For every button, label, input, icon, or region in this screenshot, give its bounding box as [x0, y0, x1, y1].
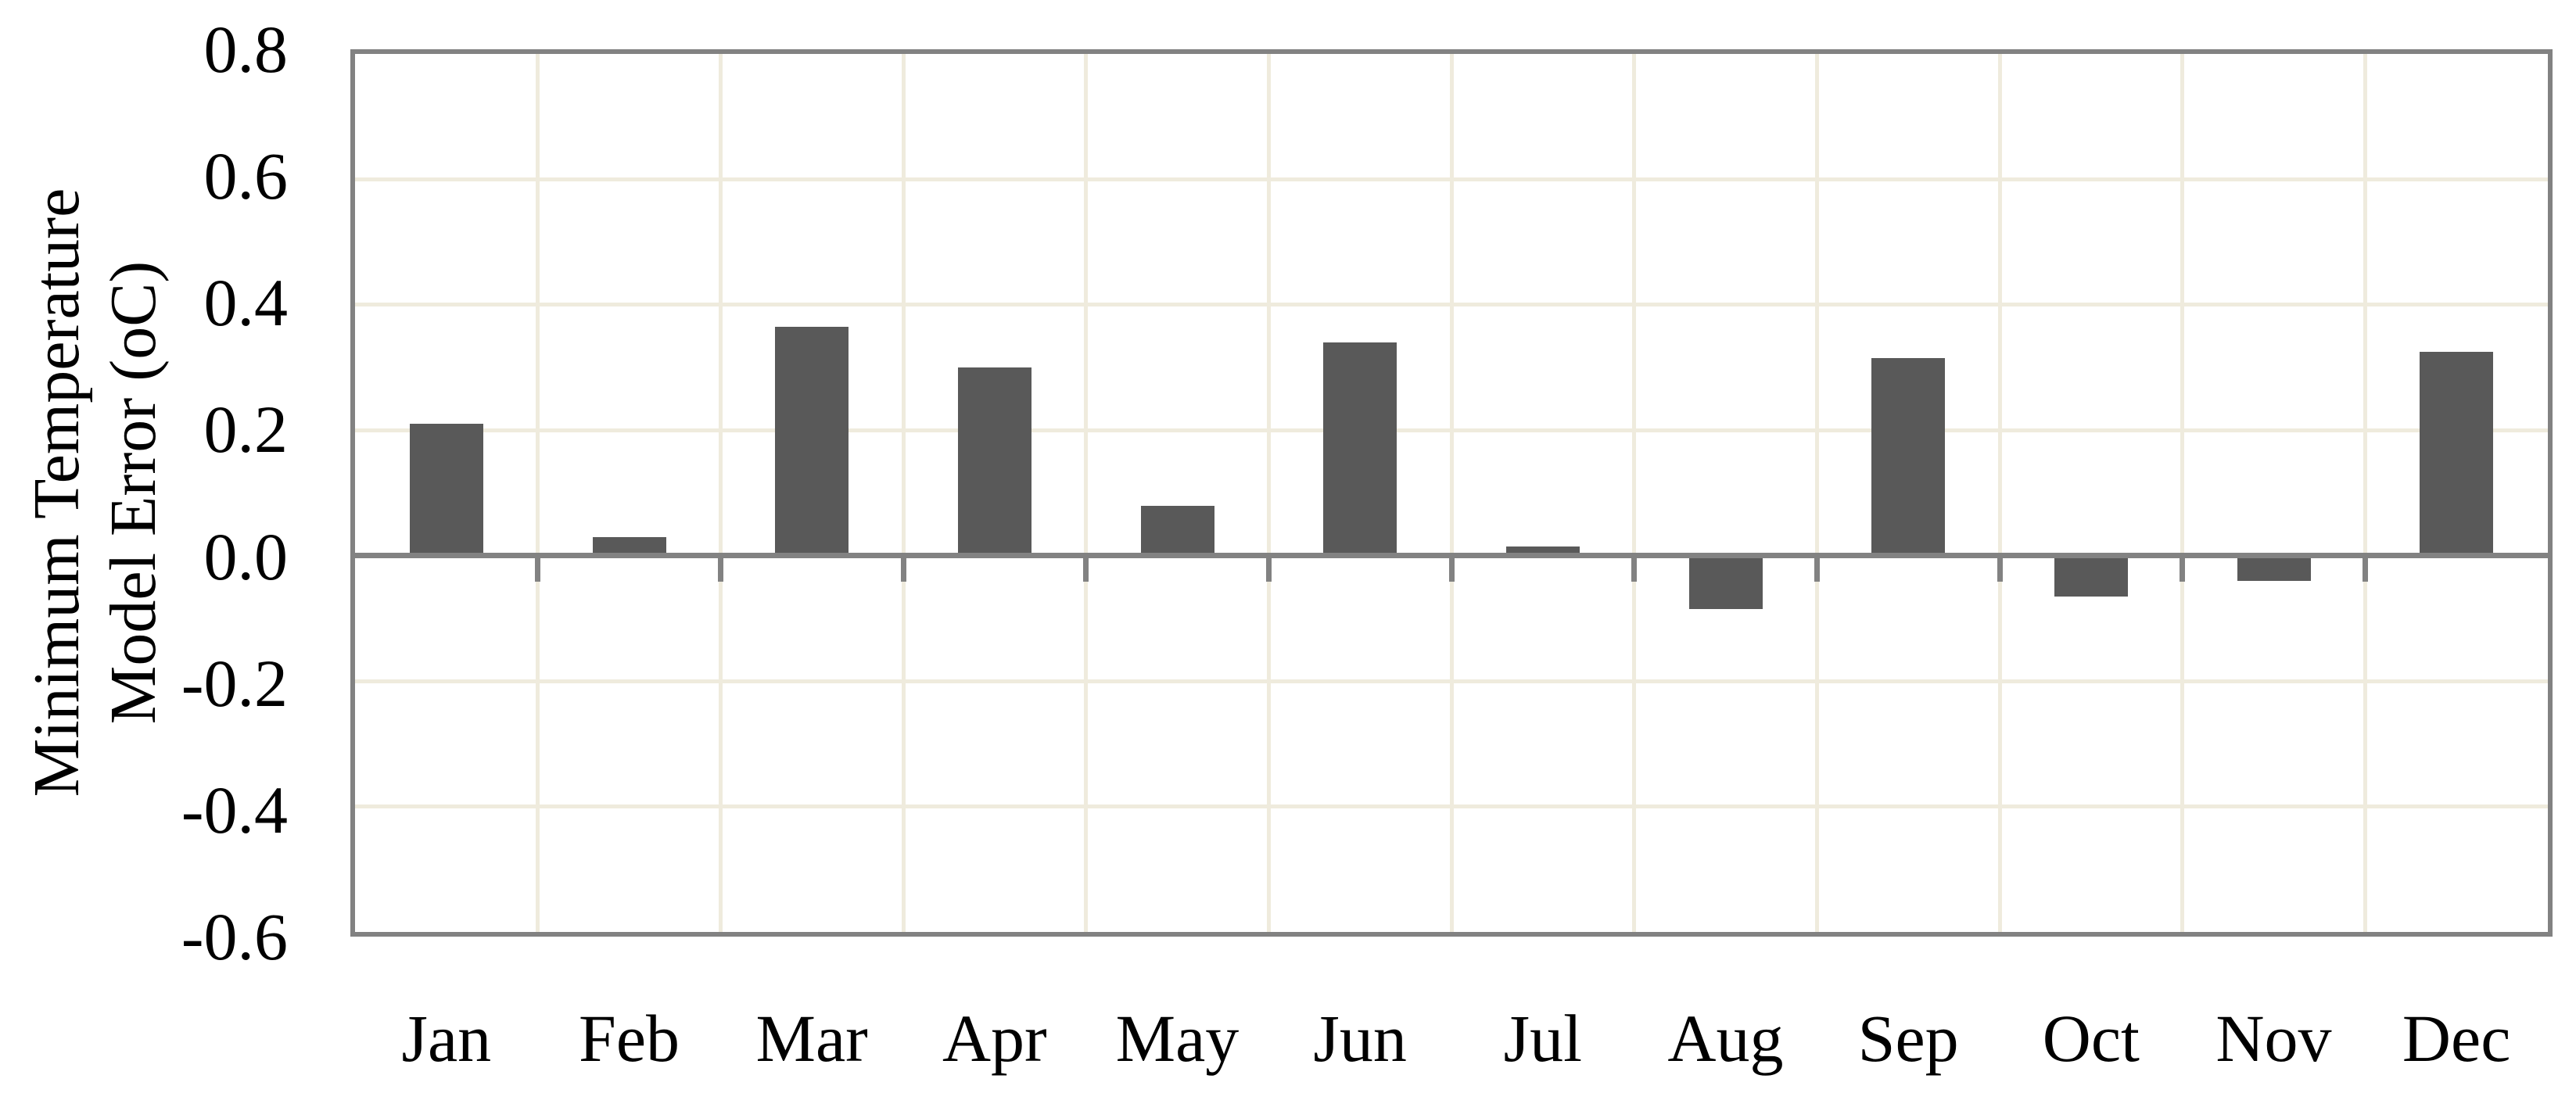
x-tick-label-dec: Dec — [2402, 1001, 2511, 1076]
plot-area — [350, 49, 2553, 937]
v-gridline-7 — [1632, 54, 1637, 932]
v-gridline-6 — [1449, 54, 1454, 932]
x-tick-label-jan: Jan — [401, 1001, 492, 1076]
bar-mar — [775, 326, 849, 556]
x-tick-label-feb: Feb — [578, 1001, 680, 1076]
bar-nov — [2237, 555, 2311, 581]
y-tick-label-0.8: 0.8 — [203, 12, 289, 87]
x-tick-label-may: May — [1115, 1001, 1240, 1076]
bar-oct — [2054, 555, 2128, 597]
y-tick-label-0.2: 0.2 — [203, 392, 289, 468]
y-tick-label--0.4: -0.4 — [181, 772, 288, 848]
x-tick-label-apr: Apr — [942, 1001, 1047, 1076]
x-axis-tick-1 — [535, 558, 541, 582]
y-tick-label-0.6: 0.6 — [203, 138, 289, 214]
x-axis-tick-8 — [1814, 558, 1820, 582]
x-tick-label-oct: Oct — [2042, 1001, 2140, 1076]
bar-feb — [592, 536, 666, 556]
x-axis-tick-5 — [1265, 558, 1272, 582]
bar-dec — [2420, 352, 2494, 556]
x-axis-tick-2 — [717, 558, 723, 582]
x-axis-tick-6 — [1448, 558, 1455, 582]
v-gridline-11 — [2363, 54, 2367, 932]
y-tick-label-0.4: 0.4 — [203, 265, 289, 341]
x-tick-label-sep: Sep — [1857, 1001, 1959, 1076]
bar-jun — [1323, 342, 1397, 556]
x-axis-tick-3 — [900, 558, 906, 582]
x-axis-tick-4 — [1083, 558, 1089, 582]
v-gridline-3 — [901, 54, 906, 932]
v-gridline-10 — [2180, 54, 2185, 932]
x-tick-label-aug: Aug — [1667, 1001, 1784, 1076]
x-tick-label-jul: Jul — [1503, 1001, 1583, 1076]
plot-inner — [355, 54, 2548, 932]
x-axis-tick-7 — [1631, 558, 1638, 582]
x-axis-tick-10 — [2180, 558, 2186, 582]
x-tick-label-mar: Mar — [755, 1001, 868, 1076]
v-gridline-2 — [718, 54, 723, 932]
y-tick-label-0.0: 0.0 — [203, 518, 289, 594]
bar-apr — [957, 367, 1031, 556]
x-axis-zero-line — [355, 553, 2548, 559]
x-tick-label-jun: Jun — [1313, 1001, 1407, 1076]
bar-sep — [1871, 358, 1946, 556]
v-gridline-5 — [1266, 54, 1271, 932]
x-axis-tick-11 — [2362, 558, 2368, 582]
v-gridline-8 — [1814, 54, 1819, 932]
x-axis-tick-9 — [1997, 558, 2003, 582]
y-tick-label--0.6: -0.6 — [181, 899, 288, 974]
bar-may — [1140, 505, 1214, 556]
bar-jan — [409, 424, 483, 556]
x-tick-label-nov: Nov — [2215, 1001, 2332, 1076]
v-gridline-4 — [1084, 54, 1089, 932]
y-tick-label--0.2: -0.2 — [181, 645, 288, 721]
bar-aug — [1688, 555, 1763, 609]
v-gridline-9 — [1997, 54, 2002, 932]
v-gridline-1 — [536, 54, 540, 932]
